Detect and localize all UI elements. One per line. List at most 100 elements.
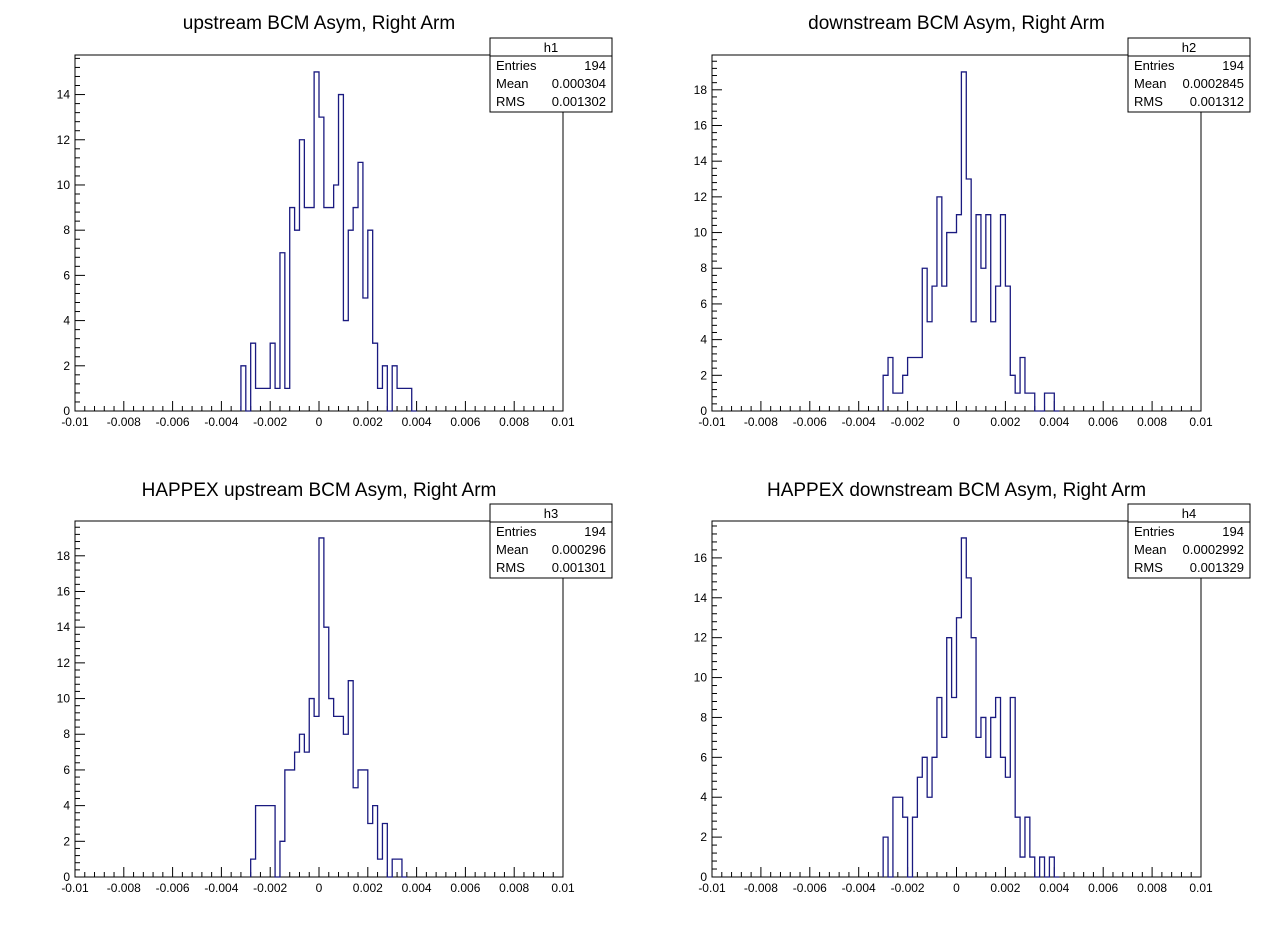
histogram-bin	[1025, 393, 1030, 411]
histogram-bin	[295, 752, 300, 877]
histogram-bin	[251, 343, 256, 411]
x-tick-label: -0.008	[107, 415, 141, 429]
stats-box-name: h2	[1182, 40, 1196, 55]
histogram-bin	[898, 797, 903, 877]
histogram-bin	[382, 823, 387, 877]
histogram-bin	[917, 357, 922, 411]
stats-value: 194	[1222, 58, 1244, 73]
stats-label: RMS	[1134, 94, 1163, 109]
histogram-bin	[888, 357, 893, 411]
histogram-bin	[1020, 357, 1025, 411]
stats-label: RMS	[496, 560, 525, 575]
histogram-bin	[382, 366, 387, 411]
histogram-bin	[275, 388, 280, 411]
histogram-bin	[903, 375, 908, 411]
histogram-bin	[407, 388, 412, 411]
x-tick-label: 0.006	[450, 415, 480, 429]
histogram-bin	[1040, 857, 1045, 877]
histogram-bin	[280, 253, 285, 411]
y-tick-label: 14	[57, 88, 71, 102]
x-tick-label: -0.002	[253, 415, 287, 429]
stats-label: RMS	[496, 94, 525, 109]
histogram-bin	[1005, 777, 1010, 877]
y-tick-label: 2	[700, 368, 707, 382]
histogram-bin	[270, 343, 275, 411]
histogram-bin	[971, 322, 976, 411]
x-tick-label: 0.008	[1137, 415, 1167, 429]
histogram-bin	[339, 716, 344, 877]
y-tick-label: 10	[694, 226, 708, 240]
stats-value: 0.001301	[552, 560, 606, 575]
stats-box: h3 Entries 194 Mean 0.000296 RMS 0.001301	[489, 503, 613, 579]
x-tick-label: -0.01	[61, 881, 89, 895]
histogram-bin	[397, 859, 402, 877]
histogram-bin	[937, 698, 942, 877]
histogram-bin	[265, 806, 270, 877]
histogram-bin	[285, 770, 290, 877]
histogram-line	[882, 537, 1060, 878]
histogram-bin	[285, 388, 290, 411]
stats-value: 0.001329	[1190, 560, 1244, 575]
histogram-bin	[986, 215, 991, 411]
histogram-bin	[932, 286, 937, 411]
x-tick-label: 0.008	[499, 415, 529, 429]
histogram-bin	[373, 806, 378, 877]
histogram-bin	[353, 788, 358, 877]
histogram-bin	[996, 286, 1001, 411]
histogram-bin	[329, 208, 334, 411]
histogram-bin	[986, 757, 991, 877]
stats-value: 194	[584, 524, 606, 539]
histogram-bin	[942, 286, 947, 411]
histogram-bin	[363, 298, 368, 411]
histogram-bin	[917, 777, 922, 877]
x-tick-label: 0.01	[551, 415, 575, 429]
histogram-bin	[927, 797, 932, 877]
stats-label: Entries	[496, 524, 537, 539]
histogram-bin	[368, 823, 373, 877]
histogram-bin	[373, 343, 378, 411]
histogram-bin	[270, 806, 275, 877]
y-tick-label: 4	[700, 333, 707, 347]
histogram-bin	[324, 208, 329, 411]
y-tick-label: 12	[57, 656, 71, 670]
histogram-bin	[957, 618, 962, 877]
x-tick-label: -0.004	[842, 881, 876, 895]
chart-title: downstream BCM Asym, Right Arm	[808, 13, 1105, 34]
histogram-bin	[908, 357, 913, 411]
histogram-bin	[957, 215, 962, 411]
histogram-bin	[1001, 757, 1006, 877]
y-tick-label: 8	[63, 727, 70, 741]
x-tick-label: -0.002	[253, 881, 287, 895]
stats-value: 0.001312	[1190, 94, 1244, 109]
stats-box-name: h4	[1182, 506, 1196, 521]
histogram-bin	[348, 230, 353, 411]
histogram-panel-4: HAPPEX downstream BCM Asym, Right Arm -0.…	[694, 480, 1251, 895]
histogram-bin	[314, 72, 319, 411]
histogram-bin	[976, 737, 981, 877]
histogram-bin	[981, 268, 986, 411]
histogram-bin	[339, 95, 344, 411]
stats-box-name: h3	[544, 506, 558, 521]
y-tick-label: 12	[694, 631, 708, 645]
stats-value: 194	[584, 58, 606, 73]
y-tick-label: 12	[57, 133, 71, 147]
histogram-bin	[947, 233, 952, 411]
histogram-bin	[358, 162, 363, 411]
x-tick-label: 0.004	[402, 881, 432, 895]
x-tick-label: 0	[953, 415, 960, 429]
histogram-bin	[290, 208, 295, 411]
histogram-bin	[1049, 857, 1054, 877]
histogram-bin	[241, 366, 246, 411]
histogram-panel-1: upstream BCM Asym, Right Arm -0.01 -0.008 -…	[57, 13, 613, 429]
histogram-bin	[295, 230, 300, 411]
x-tick-label: -0.008	[107, 881, 141, 895]
histogram-bin	[358, 770, 363, 877]
y-tick-label: 2	[63, 359, 70, 373]
stats-box: h4 Entries 194 Mean 0.0002992 RMS 0.001329	[1127, 503, 1251, 579]
x-tick-label: -0.008	[744, 415, 778, 429]
y-tick-label: 12	[694, 190, 708, 204]
y-tick-label: 0	[700, 404, 707, 418]
y-tick-label: 0	[700, 870, 707, 884]
histogram-bin	[912, 357, 917, 411]
chart-title: HAPPEX downstream BCM Asym, Right Arm	[767, 480, 1146, 501]
